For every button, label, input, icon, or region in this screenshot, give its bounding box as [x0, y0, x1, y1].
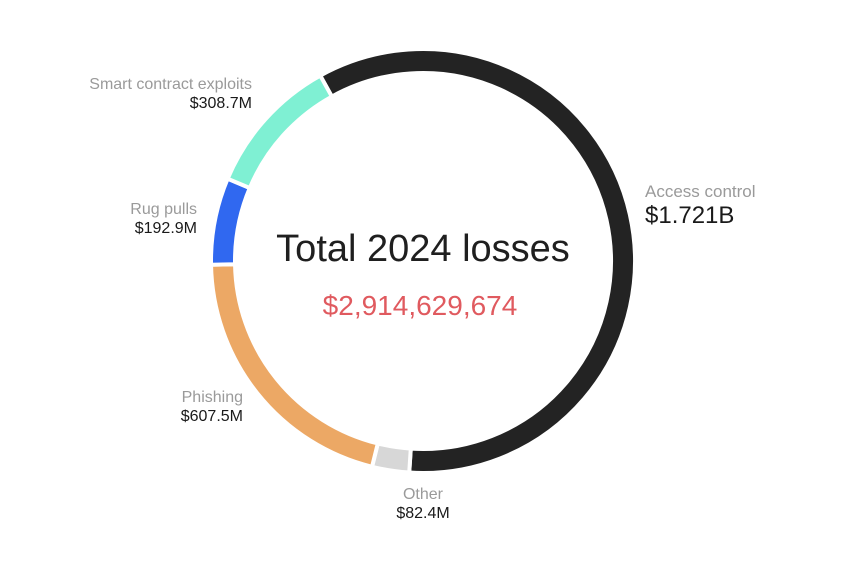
label-rug-pulls: Rug pulls $192.9M — [130, 200, 197, 238]
slice-name-other: Other — [402, 486, 443, 503]
donut-slice-smart-contract-exploits — [225, 72, 335, 191]
slice-name-smart-contract-exploits: Smart contract exploits — [89, 76, 252, 93]
slice-value-other: $82.4M — [396, 505, 450, 523]
slice-value-phishing: $607.5M — [180, 408, 243, 426]
label-smart-contract-exploits: Smart contract exploits $308.7M — [89, 75, 252, 113]
donut-slice-rug-pulls — [209, 176, 253, 267]
slice-name-rug-pulls: Rug pulls — [130, 201, 197, 218]
slice-name-phishing: Phishing — [181, 389, 243, 406]
label-other: Other $82.4M — [396, 485, 449, 523]
slice-value-access-control: $1.721B — [645, 202, 735, 230]
chart-title: Total 2024 losses — [276, 228, 570, 270]
label-access-control: Access control $1.721B — [645, 182, 756, 231]
slice-value-smart-contract-exploits: $308.7M — [189, 95, 252, 113]
label-phishing: Phishing $607.5M — [181, 388, 243, 426]
slice-name-access-control: Access control — [645, 182, 756, 201]
slice-value-rug-pulls: $192.9M — [134, 220, 197, 238]
total-losses-value: $2,914,629,674 — [322, 290, 518, 321]
